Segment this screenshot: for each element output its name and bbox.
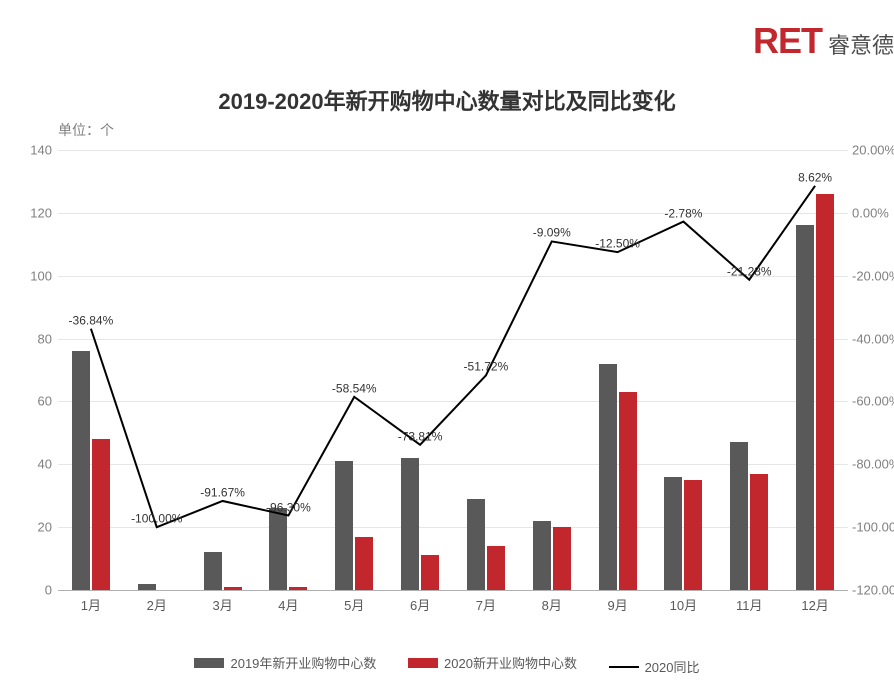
legend-label-2020: 2020新开业购物中心数 <box>444 653 577 672</box>
yoy-data-label: -12.50% <box>595 237 640 251</box>
x-tick: 3月 <box>212 595 232 614</box>
legend-item-2020: 2020新开业购物中心数 <box>408 653 577 672</box>
combo-chart: 020406080100120140-120.00%-100.00%-80.00… <box>58 150 848 590</box>
yoy-data-label: -91.67% <box>200 486 245 500</box>
chart-unit: 单位：个 <box>58 120 114 140</box>
y-left-tick: 0 <box>45 583 58 598</box>
yoy-data-label: -36.84% <box>69 313 114 327</box>
x-tick: 8月 <box>542 595 562 614</box>
x-tick: 12月 <box>801 595 828 614</box>
y-left-tick: 80 <box>38 331 58 346</box>
x-tick: 5月 <box>344 595 364 614</box>
yoy-data-label: -51.72% <box>464 360 509 374</box>
legend-item-yoy: 2020同比 <box>609 657 700 676</box>
legend-item-2019: 2019年新开业购物中心数 <box>194 653 376 672</box>
yoy-data-label: -9.09% <box>533 226 571 240</box>
yoy-data-label: -2.78% <box>664 206 702 220</box>
y-right-tick: 0.00% <box>848 205 889 220</box>
y-right-tick: -100.00% <box>848 520 894 535</box>
legend: 2019年新开业购物中心数 2020新开业购物中心数 2020同比 <box>0 653 894 676</box>
y-right-tick: 20.00% <box>848 143 894 158</box>
y-left-tick: 100 <box>30 268 58 283</box>
y-right-tick: -120.00% <box>848 583 894 598</box>
legend-label-yoy: 2020同比 <box>645 657 700 676</box>
x-tick: 2月 <box>147 595 167 614</box>
legend-label-2019: 2019年新开业购物中心数 <box>230 653 376 672</box>
yoy-data-label: -73.81% <box>398 429 443 443</box>
yoy-data-label: 8.62% <box>798 170 832 184</box>
y-right-tick: -40.00% <box>848 331 894 346</box>
yoy-line <box>91 186 815 527</box>
gridline <box>58 590 848 591</box>
y-right-tick: -80.00% <box>848 457 894 472</box>
x-tick: 9月 <box>607 595 627 614</box>
y-right-tick: -60.00% <box>848 394 894 409</box>
legend-swatch-2020 <box>408 658 438 668</box>
chart-title: 2019-2020年新开购物中心数量对比及同比变化 <box>0 84 894 116</box>
logo-ret-text: RET <box>753 20 822 62</box>
brand-logo: RET 睿意德 <box>753 20 894 62</box>
legend-swatch-2019 <box>194 658 224 668</box>
x-tick: 1月 <box>81 595 101 614</box>
yoy-data-label: -96.30% <box>266 500 311 514</box>
yoy-data-label: -21.28% <box>727 264 772 278</box>
x-tick: 10月 <box>670 595 697 614</box>
x-tick: 11月 <box>736 595 763 614</box>
x-tick: 6月 <box>410 595 430 614</box>
yoy-data-label: -100.00% <box>131 512 182 526</box>
y-left-tick: 20 <box>38 520 58 535</box>
x-tick: 7月 <box>476 595 496 614</box>
y-right-tick: -20.00% <box>848 268 894 283</box>
y-left-tick: 140 <box>30 143 58 158</box>
logo-cn-text: 睿意德 <box>828 28 894 60</box>
legend-line-yoy <box>609 666 639 668</box>
x-tick: 4月 <box>278 595 298 614</box>
y-left-tick: 60 <box>38 394 58 409</box>
y-left-tick: 120 <box>30 205 58 220</box>
y-left-tick: 40 <box>38 457 58 472</box>
yoy-data-label: -58.54% <box>332 381 377 395</box>
